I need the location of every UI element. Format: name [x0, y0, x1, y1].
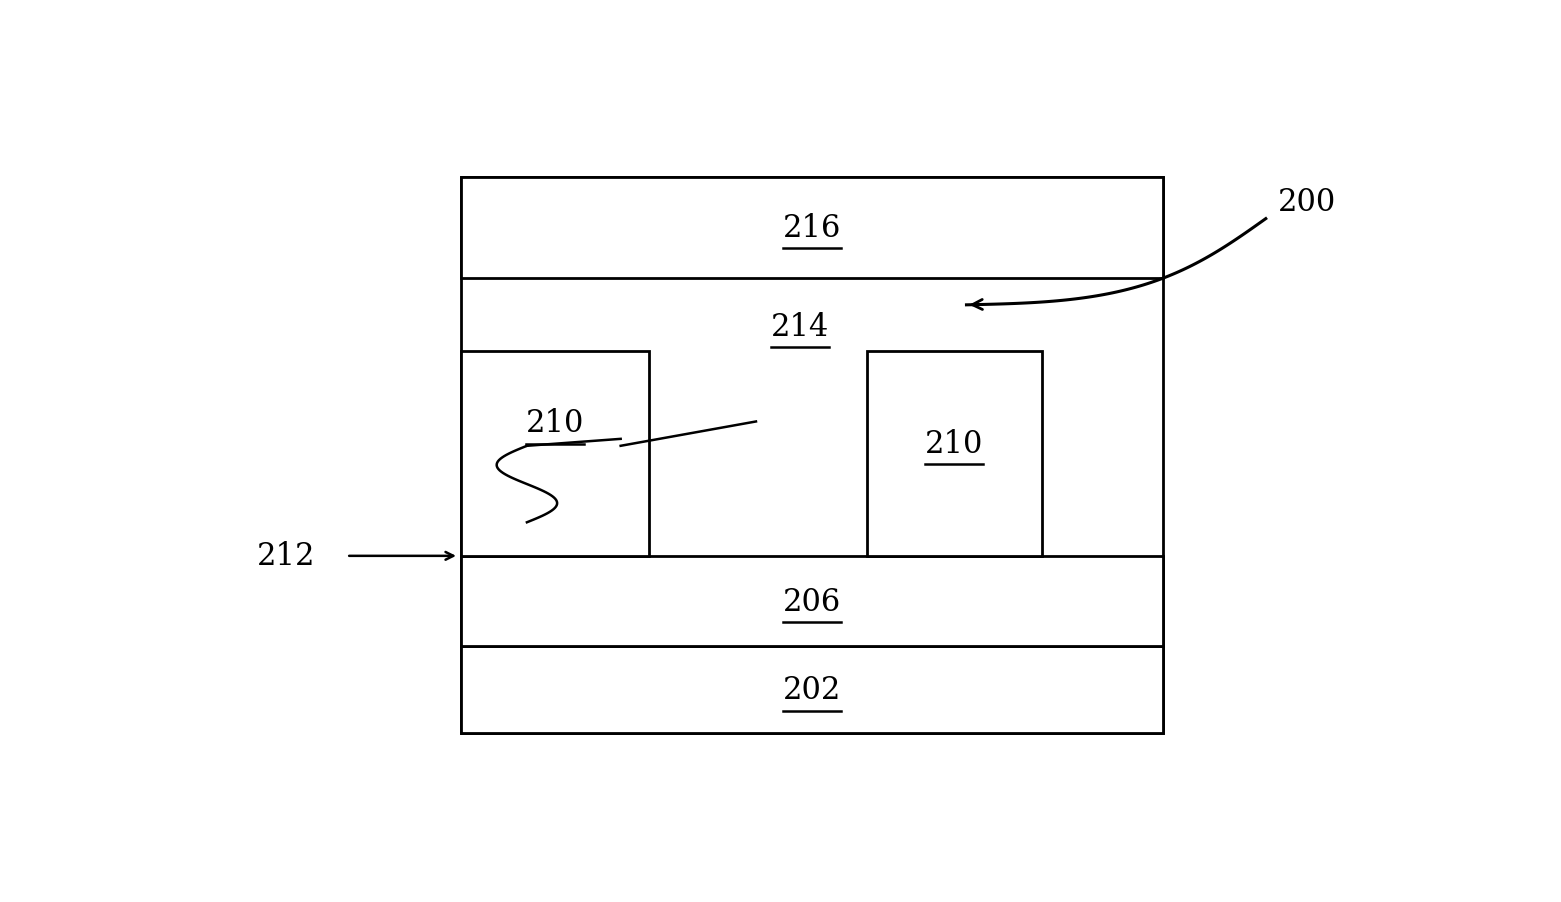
Text: 216: 216 — [784, 213, 841, 244]
Text: 212: 212 — [256, 540, 315, 572]
Bar — [462, 178, 1163, 279]
Text: 202: 202 — [784, 675, 841, 705]
Text: 210: 210 — [926, 428, 983, 459]
Text: 210: 210 — [526, 408, 584, 438]
Text: 206: 206 — [784, 586, 841, 617]
Text: 200: 200 — [1278, 187, 1336, 217]
Bar — [462, 557, 1163, 647]
Bar — [866, 352, 1043, 557]
Bar — [462, 178, 1163, 733]
Bar — [462, 647, 1163, 733]
Bar — [462, 352, 649, 557]
Text: 214: 214 — [771, 311, 829, 343]
